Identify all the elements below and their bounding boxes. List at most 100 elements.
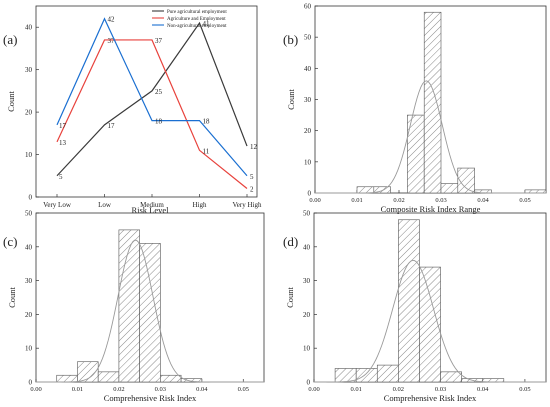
y-tick-label: 40: [303, 243, 311, 251]
histogram-bar: [440, 183, 459, 194]
panel-letter: (b): [283, 32, 298, 47]
y-tick-label: 10: [304, 158, 312, 166]
x-tick-label: 0.04: [196, 386, 208, 393]
data-label: 11: [203, 147, 210, 155]
x-tick-label: Very Low: [43, 201, 72, 209]
y-tick-label: 20: [25, 109, 33, 117]
histogram-bar: [440, 371, 462, 383]
y-tick-label: 0: [29, 194, 33, 202]
x-tick-label: Medium: [140, 201, 164, 209]
histogram-bar: [356, 186, 375, 194]
y-axis-label: Count: [285, 286, 295, 307]
y-tick-label: 30: [303, 277, 311, 285]
histogram-bar: [118, 229, 140, 383]
histogram-bar: [524, 189, 547, 194]
data-label: 42: [108, 16, 116, 24]
x-tick-label: 0.04: [477, 197, 489, 204]
panel-b-histogram: (b) Count 0 10 20 30 40 50 60 0.00 0.01 0.02 0.03 0.0…: [283, 3, 547, 214]
normal-fit-curve: [36, 239, 264, 383]
data-label: 2: [250, 186, 254, 194]
panel-a-line-chart: (a) Count 0 10 20 30 40 Very Low Low Medium High Ve…: [3, 5, 262, 215]
y-tick-label: 50: [303, 210, 311, 218]
data-label: 17: [108, 122, 116, 130]
y-tick-label: 40: [25, 24, 33, 32]
histogram-bar: [180, 378, 203, 383]
histogram-bar: [355, 368, 378, 383]
panel-letter: (d): [283, 234, 298, 249]
y-axis-label: Count: [7, 286, 17, 307]
data-label: 37: [155, 37, 163, 45]
y-tick-label: 0: [308, 190, 312, 198]
x-axis-label: Risk Level: [131, 205, 169, 215]
histogram-bar: [334, 368, 357, 383]
x-tick-label: 0.00: [309, 197, 320, 204]
x-tick-label: 0.05: [519, 386, 530, 393]
panel-letter: (a): [3, 32, 17, 47]
legend-label: Pure agricultural employment: [167, 10, 227, 15]
x-tick-label: 0.02: [113, 386, 124, 393]
panel-letter: (c): [3, 234, 17, 249]
histogram-bar: [398, 219, 420, 383]
x-axis-label: Composite Risk Index Range: [381, 204, 481, 214]
histogram-bar: [97, 371, 120, 383]
y-axis-label: Count: [6, 90, 16, 111]
series-line: [56, 39, 248, 189]
series-line: [56, 21, 248, 177]
data-label: 18: [155, 118, 163, 126]
y-tick-label: 0: [29, 379, 33, 387]
y-tick-label: 20: [303, 311, 311, 319]
y-tick-label: 10: [25, 151, 33, 159]
x-tick-label: Low: [98, 201, 112, 209]
y-tick-label: 60: [304, 3, 312, 11]
x-tick-label: 0.02: [393, 386, 404, 393]
x-tick-label: 0.01: [350, 386, 361, 393]
x-tick-label: 0.01: [351, 197, 362, 204]
y-tick-label: 20: [25, 311, 33, 319]
data-label: 12: [250, 143, 258, 151]
data-label: 41: [203, 20, 211, 28]
y-tick-label: 30: [25, 66, 33, 74]
histogram-bar: [373, 186, 391, 194]
x-tick-label: 0.05: [519, 197, 530, 204]
histogram-bar: [457, 167, 475, 194]
histogram-bar: [423, 11, 442, 194]
y-tick-label: 40: [304, 65, 312, 73]
series-line: [56, 17, 248, 177]
data-label: 37: [108, 37, 116, 45]
x-tick-label: 0.05: [238, 386, 249, 393]
histogram-bar: [419, 266, 441, 383]
y-tick-label: 10: [303, 345, 311, 353]
y-tick-label: 50: [25, 210, 33, 218]
panel-c-histogram: (c) Count 0 10 20 30 40 50 0.00 0.01 0.02 0.03 0.04 0…: [3, 210, 265, 403]
x-axis-label: Comprehensive Risk Index: [384, 393, 477, 403]
panel-d-histogram: (d) Count 0 10 20 30 40 50 0.00 0.01 0.02 0.03 0.04 0…: [283, 210, 547, 403]
x-tick-label: 0.00: [30, 386, 41, 393]
normal-fit-curve: [314, 259, 546, 383]
histogram-bar: [376, 364, 399, 383]
y-axis-label: Count: [286, 88, 296, 109]
x-tick-label: 0.03: [155, 386, 166, 393]
x-axis-label: Comprehensive Risk Index: [104, 393, 197, 403]
histogram-bar: [139, 243, 161, 383]
data-label: 17: [59, 122, 67, 130]
data-label: 25: [155, 88, 163, 96]
y-tick-label: 0: [307, 379, 311, 387]
y-tick-label: 30: [25, 277, 33, 285]
x-tick-label: High: [193, 201, 208, 209]
x-tick-label: 0.02: [393, 197, 404, 204]
legend-label: Agriculture and Employment: [167, 17, 226, 22]
y-tick-label: 50: [304, 34, 312, 42]
histogram-bar: [160, 374, 182, 383]
x-tick-label: 0.04: [477, 386, 489, 393]
data-label: 5: [250, 173, 254, 181]
data-label: 5: [59, 173, 63, 181]
normal-fit-curve: [315, 80, 546, 194]
y-tick-label: 30: [304, 96, 312, 104]
y-tick-label: 20: [304, 127, 312, 135]
data-label: 18: [203, 118, 211, 126]
x-tick-label: 0.03: [435, 197, 446, 204]
x-tick-label: 0.00: [308, 386, 319, 393]
y-tick-label: 10: [25, 345, 33, 353]
histogram-bar: [56, 374, 78, 383]
legend-label: Non-agricultural employment: [167, 24, 227, 29]
